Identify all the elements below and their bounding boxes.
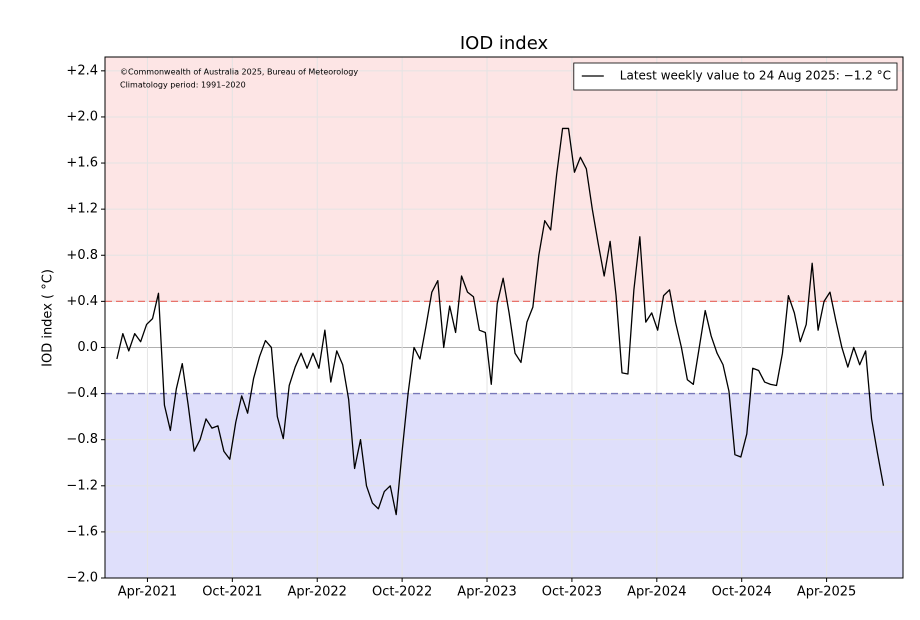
y-tick-label: −1.2 [66, 478, 98, 493]
y-tick-label: +0.8 [66, 248, 98, 263]
legend: Latest weekly value to 24 Aug 2025: −1.2… [573, 62, 898, 91]
positive-band [105, 57, 903, 302]
x-tick-label: Apr-2024 [627, 585, 686, 600]
note: ©Commonwealth of Australia 2025, Bureau … [120, 68, 358, 77]
y-tick-label: −2.0 [66, 571, 98, 586]
note: Climatology period: 1991–2020 [120, 81, 246, 90]
plot-frame [104, 56, 904, 579]
x-tick-label: Oct-2021 [202, 585, 262, 600]
y-tick-label: +1.2 [66, 202, 98, 217]
y-axis-label: IOD index ( °C) [41, 269, 56, 367]
x-tick-label: Oct-2024 [712, 585, 772, 600]
x-tick-label: Oct-2022 [372, 585, 432, 600]
y-tick-label: −1.6 [66, 524, 98, 539]
y-tick-label: −0.4 [66, 386, 98, 401]
legend-box [573, 62, 898, 91]
y-tick-label: −0.8 [66, 432, 98, 447]
y-tick-label: +0.4 [66, 294, 98, 309]
x-tick-label: Apr-2021 [118, 585, 177, 600]
y-tick-label: +2.0 [66, 109, 98, 124]
chart-title: IOD index [460, 33, 549, 54]
data-line [116, 127, 885, 516]
y-tick-label: 0.0 [77, 340, 98, 355]
x-tick-label: Apr-2022 [288, 585, 347, 600]
y-tick-label: +2.4 [66, 63, 98, 78]
y-tick-label: +1.6 [66, 156, 98, 171]
legend-text: Latest weekly value to 24 Aug 2025: −1.2… [620, 69, 891, 83]
x-tick-label: Oct-2023 [542, 585, 602, 600]
x-tick-label: Apr-2025 [797, 585, 856, 600]
x-tick-label: Apr-2023 [457, 585, 516, 600]
